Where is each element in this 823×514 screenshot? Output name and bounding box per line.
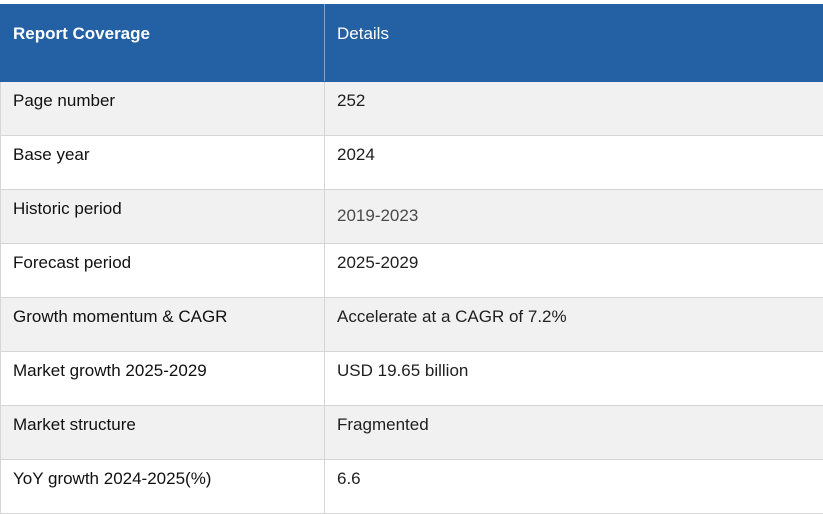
table-row: Market growth 2025-2029 USD 19.65 billio… <box>1 352 823 406</box>
table-row: Market structure Fragmented <box>1 406 823 460</box>
row-value-market-growth: USD 19.65 billion <box>325 352 823 406</box>
table-row: Growth momentum & CAGR Accelerate at a C… <box>1 298 823 352</box>
row-label-growth-momentum: Growth momentum & CAGR <box>1 298 325 352</box>
table-header-row: Report Coverage Details <box>1 5 823 82</box>
row-value-yoy-growth: 6.6 <box>325 460 823 514</box>
table-row: Base year 2024 <box>1 136 823 190</box>
row-label-forecast-period: Forecast period <box>1 244 325 298</box>
row-label-market-structure: Market structure <box>1 406 325 460</box>
table-row: Historic period 2019-2023 <box>1 190 823 244</box>
table-row: Page number 252 <box>1 82 823 136</box>
row-value-growth-momentum: Accelerate at a CAGR of 7.2% <box>325 298 823 352</box>
header-report-coverage: Report Coverage <box>1 5 325 82</box>
row-label-base-year: Base year <box>1 136 325 190</box>
report-coverage-table: Report Coverage Details Page number 252 … <box>0 4 823 514</box>
row-value-base-year: 2024 <box>325 136 823 190</box>
row-label-market-growth: Market growth 2025-2029 <box>1 352 325 406</box>
row-value-market-structure: Fragmented <box>325 406 823 460</box>
report-coverage-table-container: Report Coverage Details Page number 252 … <box>0 4 823 514</box>
row-value-historic-period: 2019-2023 <box>325 190 823 244</box>
row-label-yoy-growth: YoY growth 2024-2025(%) <box>1 460 325 514</box>
row-value-page-number: 252 <box>325 82 823 136</box>
row-label-page-number: Page number <box>1 82 325 136</box>
row-label-historic-period: Historic period <box>1 190 325 244</box>
row-value-forecast-period: 2025-2029 <box>325 244 823 298</box>
header-details: Details <box>325 5 823 82</box>
table-row: Forecast period 2025-2029 <box>1 244 823 298</box>
table-row: YoY growth 2024-2025(%) 6.6 <box>1 460 823 514</box>
